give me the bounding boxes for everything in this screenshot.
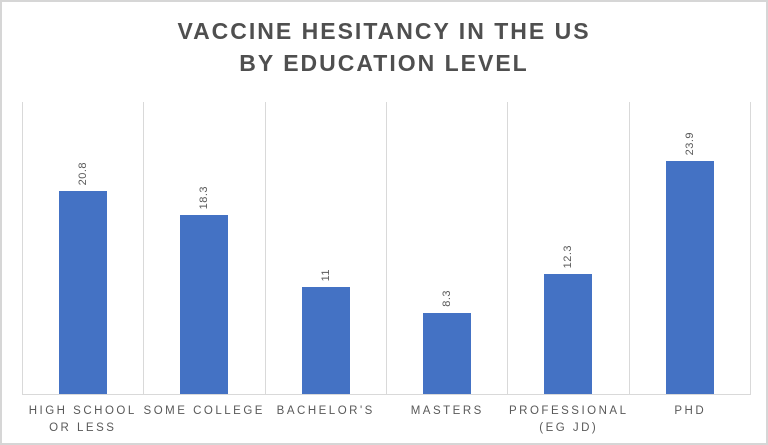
x-axis-label: SOME COLLEGE — [143, 405, 265, 417]
bar — [544, 274, 593, 394]
chart-title: VACCINE HESITANCY IN THE US BY EDUCATION… — [2, 16, 766, 79]
plot-column: 20.8 — [23, 102, 145, 394]
chart-title-line-1: VACCINE HESITANCY IN THE US — [177, 18, 591, 44]
bar — [301, 287, 350, 394]
chart-title-line-2: BY EDUCATION LEVEL — [239, 49, 529, 76]
bar-value-label: 20.8 — [77, 161, 90, 185]
bar-value-label: 23.9 — [683, 131, 696, 155]
x-axis-labels: HIGH SCHOOL OR LESS SOME COLLEGE BACHELOR'… — [22, 403, 751, 436]
bar-value-label: 12.3 — [562, 244, 575, 268]
bar-value-label: 11 — [319, 268, 332, 281]
x-axis-label: MASTERS — [410, 405, 484, 417]
x-axis-label: PHD — [674, 405, 707, 417]
plot-column: 8.3 — [387, 102, 509, 394]
plot-column: 18.3 — [144, 102, 266, 394]
x-axis-label: PROFESSIONAL (EG JD) — [509, 405, 629, 434]
bar — [665, 161, 714, 394]
plot-area: 20.8 18.3 11 8.3 12.3 23.9 — [22, 102, 751, 395]
bar — [59, 191, 108, 394]
bar-value-label: 18.3 — [198, 185, 211, 209]
plot-column: 23.9 — [630, 102, 751, 394]
x-axis-label: BACHELOR'S — [276, 405, 375, 417]
plot-column: 12.3 — [508, 102, 630, 394]
bar — [180, 215, 229, 394]
plot-column: 11 — [266, 102, 387, 394]
x-axis-label: HIGH SCHOOL OR LESS — [28, 405, 137, 434]
bar — [423, 313, 472, 394]
bar-value-label: 8.3 — [441, 290, 454, 307]
